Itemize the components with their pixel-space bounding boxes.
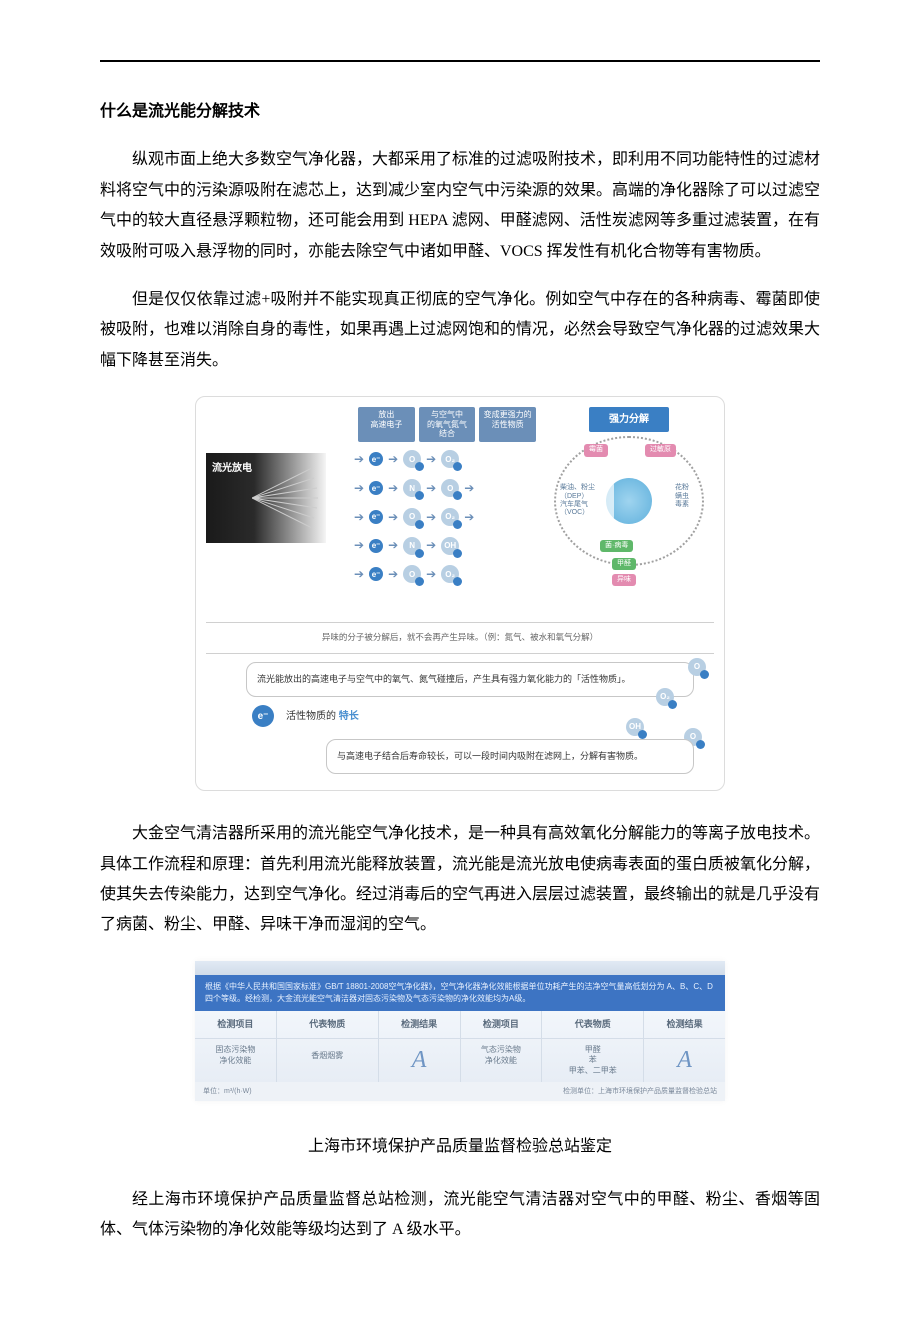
step-3-label: 变成更强力的活性物质	[479, 407, 536, 442]
arrow-icon: ➔	[426, 506, 436, 529]
arrow-icon: ➔	[464, 477, 474, 500]
cert-foot-right: 检测单位：上海市环境保护产品质量监督检验总站	[563, 1085, 717, 1098]
arrow-icon: ➔	[354, 506, 364, 529]
electron-dot-icon: e⁻	[369, 567, 383, 581]
active-species-icon: O	[403, 565, 421, 583]
active-species-icon: O	[688, 658, 706, 676]
feature-label: 活性物质的 特长	[286, 707, 359, 726]
arrow-icon: ➔	[426, 563, 436, 586]
paragraph-2: 但是仅仅依靠过滤+吸附并不能实现真正彻底的空气净化。例如空气中存在的各种病毒、霉…	[100, 285, 820, 376]
table-cell: 香烟烟雾	[277, 1039, 378, 1073]
cert-foot-left: 单位：m³/(h·W)	[203, 1085, 252, 1098]
paragraph-4: 经上海市环境保护产品质量监督总站检测，流光能空气清洁器对空气中的甲醛、粉尘、香烟…	[100, 1185, 820, 1246]
arrow-icon: ➔	[354, 477, 364, 500]
active-species-icon: O	[403, 508, 421, 526]
electron-dot-icon: e⁻	[369, 510, 383, 524]
col-header: 代表物质	[277, 1011, 378, 1039]
table-cell: 气态污染物净化效能	[461, 1039, 542, 1073]
step-1-label: 放出高速电子	[358, 407, 415, 442]
arrow-icon: ➔	[388, 477, 398, 500]
electron-dot-icon: e⁻	[252, 705, 274, 727]
active-species-icon: N	[403, 479, 421, 497]
figure-1-diagram: 流光放电 放出高速电子 与空气中的氧气氮气结合	[195, 396, 725, 791]
active-species-icon: O₂	[441, 450, 459, 468]
arrow-icon: ➔	[388, 534, 398, 557]
page-rule	[100, 60, 820, 62]
arrow-icon: ➔	[388, 563, 398, 586]
arrow-icon: ➔	[354, 448, 364, 471]
active-species-icon: O₂	[441, 508, 459, 526]
arrow-icon: ➔	[426, 534, 436, 557]
speech-bubble-2: 与高速电子结合后寿命较长，可以一段时间内吸附在滤网上，分解有害物质。	[326, 739, 694, 774]
arrow-icon: ➔	[388, 506, 398, 529]
cert-table: 检测项目 固态污染物净化效能 代表物质 香烟烟雾 检测结果 A 检测项目 气态污…	[195, 1011, 725, 1082]
doc-title: 什么是流光能分解技术	[100, 97, 820, 127]
active-species-icon: O₂	[441, 565, 459, 583]
arrow-icon: ➔	[464, 506, 474, 529]
cert-banner: 根据《中华人民共和国国家标准》GB/T 18801-2008空气净化器》，空气净…	[195, 975, 725, 1011]
discharge-image: 流光放电	[206, 453, 326, 543]
figure-1-wrap: 流光放电 放出高速电子 与空气中的氧气氮气结合	[100, 396, 820, 791]
col-header: 检测项目	[461, 1011, 542, 1039]
col-header: 检测结果	[644, 1011, 725, 1039]
arrow-icon: ➔	[354, 563, 364, 586]
discharge-rays-icon	[252, 458, 322, 538]
electron-dot-icon: e⁻	[369, 481, 383, 495]
step-2-label: 与空气中的氧气氮气结合	[419, 407, 476, 442]
grade-a-1: A	[412, 1045, 427, 1076]
figure-2-caption: 上海市环境保护产品质量监督检验总站鉴定	[100, 1132, 820, 1162]
active-species-icon: O	[441, 479, 459, 497]
electron-dot-icon: e⁻	[369, 452, 383, 466]
decompose-title: 强力分解	[589, 407, 669, 432]
arrow-icon: ➔	[426, 448, 436, 471]
electron-flow: ➔ e⁻ ➔ O ➔ O₂ ➔ e⁻ ➔ N ➔ O ➔ ➔ e⁻ ➔ O ➔ O₂ ➔ ➔ e⁻ ➔ N ➔ OH ➔ e⁻…	[354, 448, 536, 586]
arrow-icon: ➔	[354, 534, 364, 557]
speech-bubble-1: 流光能放出的高速电子与空气中的氧气、氮气碰撞后，产生具有强力氧化能力的「活性物质…	[246, 662, 694, 697]
col-header: 检测结果	[379, 1011, 460, 1039]
active-species-icon: OH	[441, 537, 459, 555]
arrow-icon: ➔	[426, 477, 436, 500]
discharge-label: 流光放电	[212, 459, 252, 478]
node-dep-voc: 柴油、粉尘（DEP）汽车尾气（VOC）	[558, 482, 614, 520]
diagram-note-1: 异味的分子被分解后，就不会再产生异味。（例：氮气、被水和氧气分解）	[206, 629, 714, 645]
node-virus: 菌·病毒	[600, 540, 633, 552]
node-mold: 霉菌	[584, 444, 608, 456]
node-odor: 异味	[612, 574, 636, 586]
paragraph-1: 纵观市面上绝大多数空气净化器，大都采用了标准的过滤吸附技术，即利用不同功能特性的…	[100, 145, 820, 267]
figure-2-card: 根据《中华人民共和国国家标准》GB/T 18801-2008空气净化器》，空气净…	[195, 961, 725, 1102]
table-cell: 固态污染物净化效能	[195, 1039, 276, 1073]
arrow-icon: ➔	[388, 448, 398, 471]
col-header: 检测项目	[195, 1011, 276, 1039]
decompose-circle: 柴油、粉尘（DEP）汽车尾气（VOC） 花粉螨虫毒素 霉菌 过敏原 菌·病毒 甲…	[554, 436, 704, 566]
node-hcho: 甲醛	[612, 558, 636, 570]
table-cell: 甲醛苯甲苯、二甲苯	[542, 1039, 643, 1082]
node-pollen: 花粉螨虫毒素	[666, 482, 698, 511]
paragraph-3: 大金空气清洁器所采用的流光能空气净化技术，是一种具有高效氧化分解能力的等离子放电…	[100, 819, 820, 941]
active-species-icon: O₂	[656, 688, 674, 706]
figure-2-wrap: 根据《中华人民共和国国家标准》GB/T 18801-2008空气净化器》，空气净…	[100, 961, 820, 1105]
active-species-icon: N	[403, 537, 421, 555]
grade-a-2: A	[677, 1045, 692, 1076]
col-header: 代表物质	[542, 1011, 643, 1039]
electron-dot-icon: e⁻	[369, 539, 383, 553]
node-allergen: 过敏原	[645, 444, 676, 456]
active-species-icon: O	[403, 450, 421, 468]
